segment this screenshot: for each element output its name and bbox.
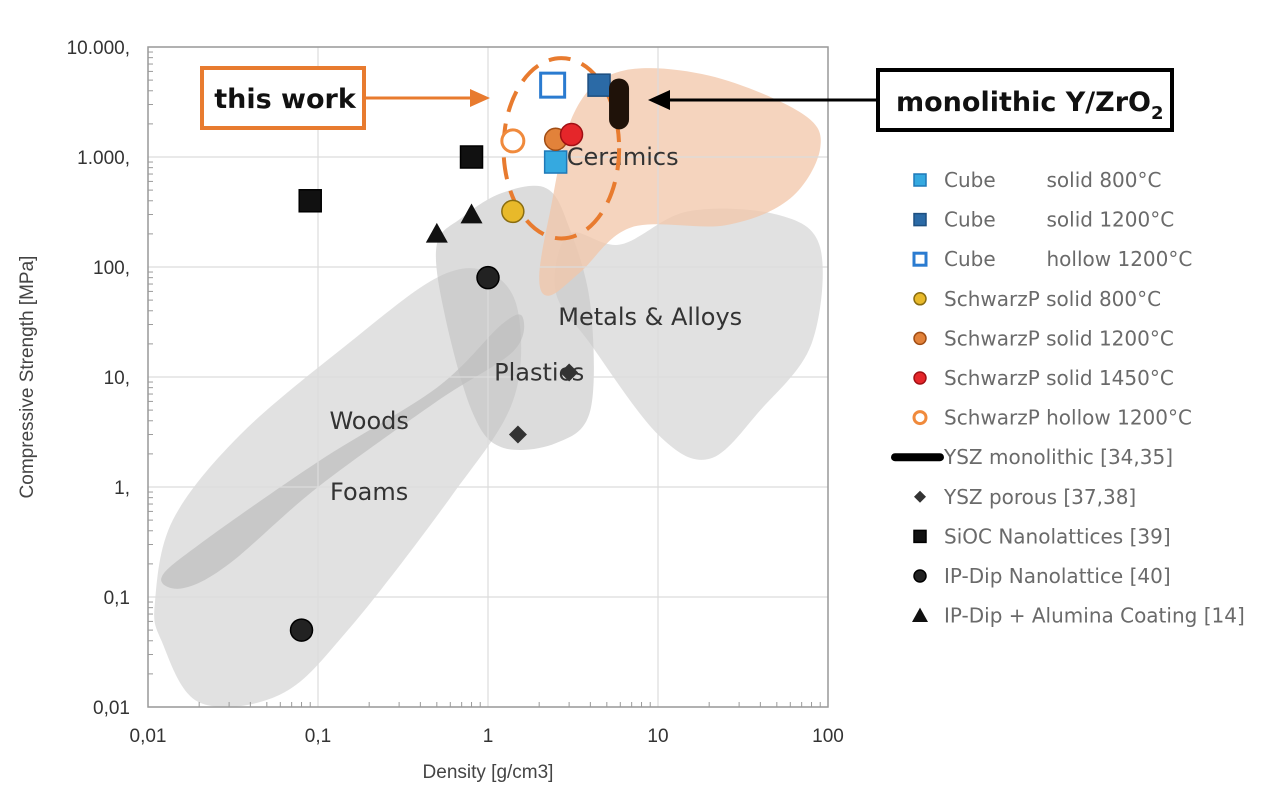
legend-marker-cube-solid-800-c <box>913 173 927 187</box>
y-tick-label: 1.000, <box>77 148 130 169</box>
point-cube-solid-800-c <box>543 150 568 174</box>
point-schwarzp-hollow-1200-c <box>500 128 526 154</box>
x-tick-label: 10 <box>647 726 668 747</box>
point-schwarzp-solid-800-c <box>501 199 525 224</box>
point-sioc-nanolattices-39 <box>459 145 484 169</box>
plot-frame <box>147 46 829 708</box>
x-tick-label: 1 <box>483 726 494 747</box>
legend-label-cube-solid-1200-c: Cube solid 1200°C <box>944 208 1174 232</box>
point-ip-dip-alumina-coating-14 <box>460 203 483 224</box>
x-axis-title: Density [g/cm3] <box>423 762 554 783</box>
this-work-ellipse <box>501 56 622 241</box>
region-label-ceramics: Ceramics <box>567 143 679 171</box>
legend-marker-schwarzp-solid-1200-c <box>913 331 927 346</box>
point-schwarzp-solid-1450-c <box>559 122 584 147</box>
monolithic-label-main: monolithic Y/ZrO <box>896 87 1151 118</box>
legend-label-schwarzp-solid-800-c: SchwarzP solid 800°C <box>944 287 1161 311</box>
legend-marker-cube-hollow-1200-c <box>912 251 928 267</box>
point-ip-dip-nanolattice-40 <box>289 618 314 642</box>
legend: Cube solid 800°C Cube solid 1200°C Cube ho… <box>891 168 1245 628</box>
legend-marker-schwarzp-solid-800-c <box>913 292 927 306</box>
legend-label-ip-dip-nanolattice-40: IP-Dip Nanolattice [40] <box>944 564 1171 588</box>
legend-label-ip-dip-alumina-coating-14: IP-Dip + Alumina Coating [14] <box>944 604 1245 628</box>
legend-marker-cube-solid-1200-c <box>913 212 927 227</box>
y-tick-label: 1, <box>114 478 130 499</box>
point-ysz-porous-37-38 <box>508 425 527 444</box>
y-tick-label: 10.000, <box>67 38 130 59</box>
point-sioc-nanolattices-39 <box>298 189 322 213</box>
monolithic-box <box>876 68 1174 132</box>
legend-marker-ysz-porous-37-38 <box>914 490 926 503</box>
legend-label-schwarzp-hollow-1200-c: SchwarzP hollow 1200°C <box>944 406 1192 430</box>
monolithic-arrowhead <box>648 90 670 110</box>
y-axis-title: Compressive Strength [MPa] <box>17 256 38 499</box>
x-tick-label: 0,1 <box>305 726 331 747</box>
region-label-foams: Foams <box>330 478 408 506</box>
y-tick-label: 0,1 <box>104 588 130 609</box>
point-ysz-porous-37-38 <box>560 363 579 382</box>
x-tick-label: 100 <box>812 726 844 747</box>
legend-label-schwarzp-solid-1450-c: SchwarzP solid 1450°C <box>944 366 1174 390</box>
legend-marker-schwarzp-hollow-1200-c <box>912 410 928 426</box>
this-work-arrowhead <box>470 89 490 107</box>
y-tick-label: 0,01 <box>93 698 130 719</box>
region-label-metals-alloys: Metals & Alloys <box>558 303 742 331</box>
legend-marker-sioc-nanolattices-39 <box>913 529 927 544</box>
data-points <box>289 71 630 642</box>
legend-label-sioc-nanolattices-39: SiOC Nanolattices [39] <box>944 524 1171 548</box>
legend-marker-schwarzp-solid-1450-c <box>913 371 927 385</box>
region-metals-alloys <box>554 208 823 460</box>
legend-marker-ip-dip-nanolattice-40 <box>913 569 927 583</box>
legend-label-cube-solid-800-c: Cube solid 800°C <box>944 168 1161 192</box>
y-tick-label: 10, <box>104 368 130 389</box>
region-woods <box>161 314 525 589</box>
x-tick-label: 0,01 <box>130 726 167 747</box>
region-ceramics <box>539 68 821 296</box>
legend-label-schwarzp-solid-1200-c: SchwarzP solid 1200°C <box>944 326 1174 350</box>
monolithic-callout: monolithic Y/ZrO2 <box>648 68 1174 132</box>
monolithic-label-subscript: 2 <box>1151 103 1164 124</box>
this-work-callout: this work <box>200 66 490 130</box>
legend-label-cube-hollow-1200-c: Cube hollow 1200°C <box>944 247 1192 271</box>
this-work-label: this work <box>214 84 357 115</box>
legend-marker-ip-dip-alumina-coating-14 <box>912 607 928 622</box>
axis-ticks: 0,01 0,1 1 10 100 0,01 0,1 1, 10, 100, 1.000, 10.00… <box>67 38 844 747</box>
point-ip-dip-nanolattice-40 <box>476 265 500 290</box>
this-work-ellipse-group <box>501 56 622 241</box>
monolithic-label: monolithic Y/ZrO2 <box>896 87 1164 124</box>
point-cube-solid-1200-c <box>587 73 611 97</box>
legend-label-ysz-monolithic-34-35: YSZ monolithic [34,35] <box>943 445 1173 469</box>
point-ip-dip-alumina-coating-14 <box>425 222 448 243</box>
y-tick-label: 100, <box>93 258 130 279</box>
point-cube-hollow-1200-c <box>539 71 567 99</box>
legend-label-ysz-porous-37-38: YSZ porous [37,38] <box>943 485 1136 509</box>
region-label-woods: Woods <box>329 407 408 435</box>
